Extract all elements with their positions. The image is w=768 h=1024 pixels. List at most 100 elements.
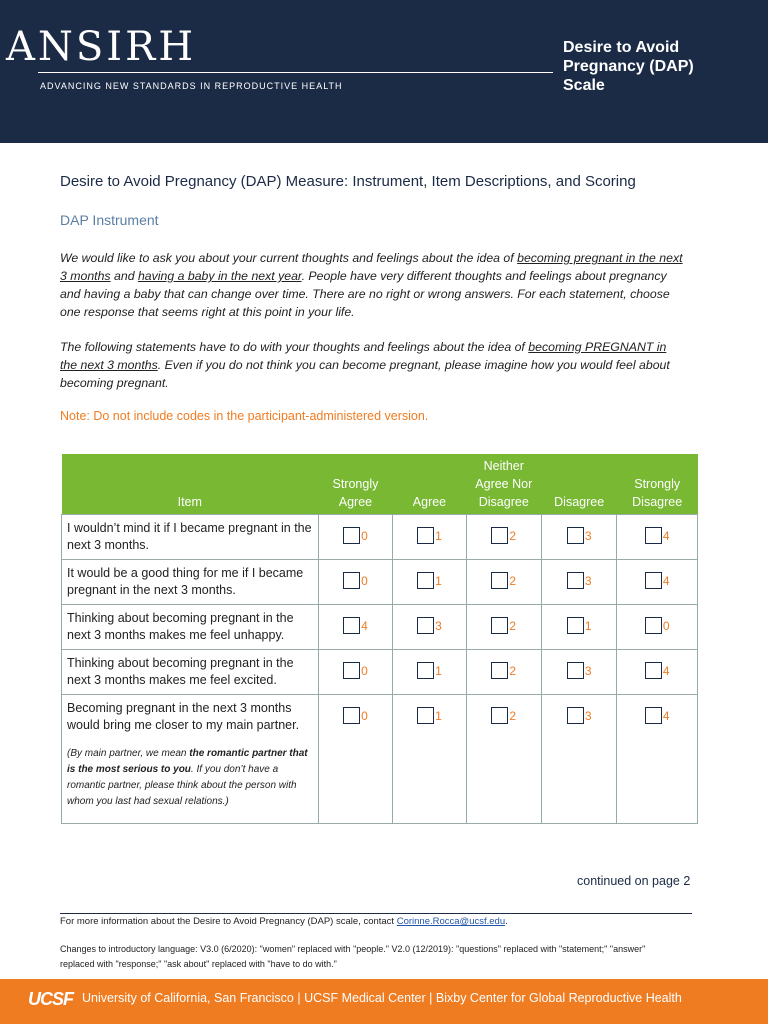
checkbox[interactable]: [644, 527, 662, 544]
text: having a baby in the next year: [137, 269, 302, 283]
response-cell: 4: [616, 694, 698, 824]
item-text: Thinking about becoming pregnant in the …: [67, 656, 294, 687]
table-row: It would be a good thing for me if I bec…: [61, 559, 698, 605]
code: 4: [662, 708, 670, 723]
response-cell: 2: [465, 694, 542, 824]
checkbox[interactable]: [644, 572, 662, 589]
logo-rule: [38, 72, 553, 73]
item-cell: It would be a good thing for me if I bec…: [61, 559, 319, 605]
code: 1: [435, 663, 442, 678]
checkbox[interactable]: [566, 617, 584, 634]
response-cell: 3: [540, 694, 618, 824]
response-cell: 4: [317, 604, 394, 650]
code: 2: [509, 573, 517, 588]
paragraph: The following statements have to do with…: [60, 338, 685, 392]
response-cell: 1: [392, 694, 467, 824]
response-cell: 0: [317, 514, 394, 560]
checkbox[interactable]: [566, 527, 584, 544]
checkbox[interactable]: [417, 662, 435, 679]
email-link[interactable]: Corinne.Rocca@ucsf.edu: [396, 916, 506, 927]
item-text: Thinking about becoming pregnant in the …: [67, 611, 294, 642]
response-cell: 4: [616, 649, 698, 695]
column-header: Agree: [392, 454, 467, 515]
response-cell: 3: [540, 649, 618, 695]
info: For more information about the Desire to…: [60, 916, 508, 927]
code: 1: [435, 528, 442, 543]
checkbox[interactable]: [343, 617, 361, 634]
checkbox[interactable]: [491, 527, 509, 544]
text: We would like to ask you about your curr…: [60, 251, 518, 265]
logo: ANSIRH: [6, 24, 197, 70]
continued: continued on page 2: [577, 874, 691, 888]
checkbox[interactable]: [644, 707, 662, 724]
code: 1: [584, 618, 592, 633]
code: 2: [509, 618, 517, 633]
response-table: Item Strongly Agree Agree Neither Agree Nor…: [61, 454, 698, 824]
response-cell: 4: [616, 559, 698, 605]
column-header: Strongly Agree: [318, 454, 393, 515]
code: 2: [509, 528, 517, 543]
changes: Changes to introductory language: V3.0 (…: [60, 944, 646, 969]
checkbox[interactable]: [343, 662, 361, 679]
response-cell: 1: [392, 559, 467, 605]
code: 0: [361, 708, 368, 723]
item-cell: Thinking about becoming pregnant in the …: [61, 649, 319, 695]
response-cell: 2: [465, 649, 542, 695]
response-cell: 4: [616, 514, 698, 560]
text: University of California, San Francisco: [82, 991, 294, 1005]
text: . If you don’t have a romantic partner, …: [67, 764, 297, 807]
checkbox[interactable]: [491, 662, 509, 679]
item-text: I wouldn’t mind it if I became pregnant …: [67, 521, 312, 552]
checkbox[interactable]: [417, 617, 435, 634]
header-title: Desire to Avoid Pregnancy (DAP) Scale: [563, 39, 694, 94]
code: 0: [361, 663, 368, 678]
checkbox[interactable]: [343, 572, 361, 589]
text: .: [505, 916, 508, 927]
checkbox[interactable]: [491, 617, 509, 634]
footer-band: UCSF University of California, San Franc…: [0, 979, 768, 1024]
checkbox[interactable]: [566, 572, 584, 589]
response-cell: 3: [540, 559, 618, 605]
checkbox[interactable]: [343, 707, 361, 724]
code: 4: [662, 528, 670, 543]
response-cell: 2: [465, 604, 542, 650]
checkbox[interactable]: [343, 527, 361, 544]
code: 3: [435, 618, 442, 633]
checkbox[interactable]: [644, 662, 662, 679]
item-cell: Becoming pregnant in the next 3 months w…: [61, 694, 319, 824]
code: 0: [662, 618, 670, 633]
checkbox[interactable]: [417, 572, 435, 589]
code: 3: [584, 708, 592, 723]
text: Bixby Center for Global Reproductive Hea…: [435, 991, 682, 1005]
code: 2: [509, 663, 517, 678]
affiliations: University of California, San Francisco …: [82, 991, 682, 1005]
checkbox[interactable]: [566, 707, 584, 724]
text: UCSF Medical Center: [304, 991, 426, 1005]
code: 3: [584, 663, 592, 678]
note: Note: Do not include codes in the partic…: [60, 409, 429, 423]
text: becoming PREGNANT in the next 3 months: [60, 340, 667, 372]
checkbox[interactable]: [644, 617, 662, 634]
response-cell: 3: [540, 514, 618, 560]
response-cell: 3: [392, 604, 467, 650]
checkbox[interactable]: [491, 572, 509, 589]
checkbox[interactable]: [417, 707, 435, 724]
response-cell: 1: [540, 604, 618, 650]
text: becoming pregnant in the next 3 months: [60, 251, 683, 283]
response-cell: 0: [317, 694, 394, 824]
text: The following statements have to do with…: [60, 340, 529, 354]
code: 1: [435, 708, 442, 723]
checkbox[interactable]: [566, 662, 584, 679]
code: 0: [361, 528, 368, 543]
text: and: [110, 269, 138, 283]
checkbox[interactable]: [491, 707, 509, 724]
item-cell: I wouldn’t mind it if I became pregnant …: [61, 514, 319, 560]
response-cell: 0: [317, 649, 394, 695]
response-cell: 2: [465, 514, 542, 560]
item-note: (By main partner, we mean the romantic p…: [67, 746, 313, 810]
checkbox[interactable]: [417, 527, 435, 544]
table-row: Becoming pregnant in the next 3 months w…: [61, 694, 698, 824]
item-text: Becoming pregnant in the next 3 months w…: [67, 701, 300, 732]
response-cell: 1: [392, 649, 467, 695]
